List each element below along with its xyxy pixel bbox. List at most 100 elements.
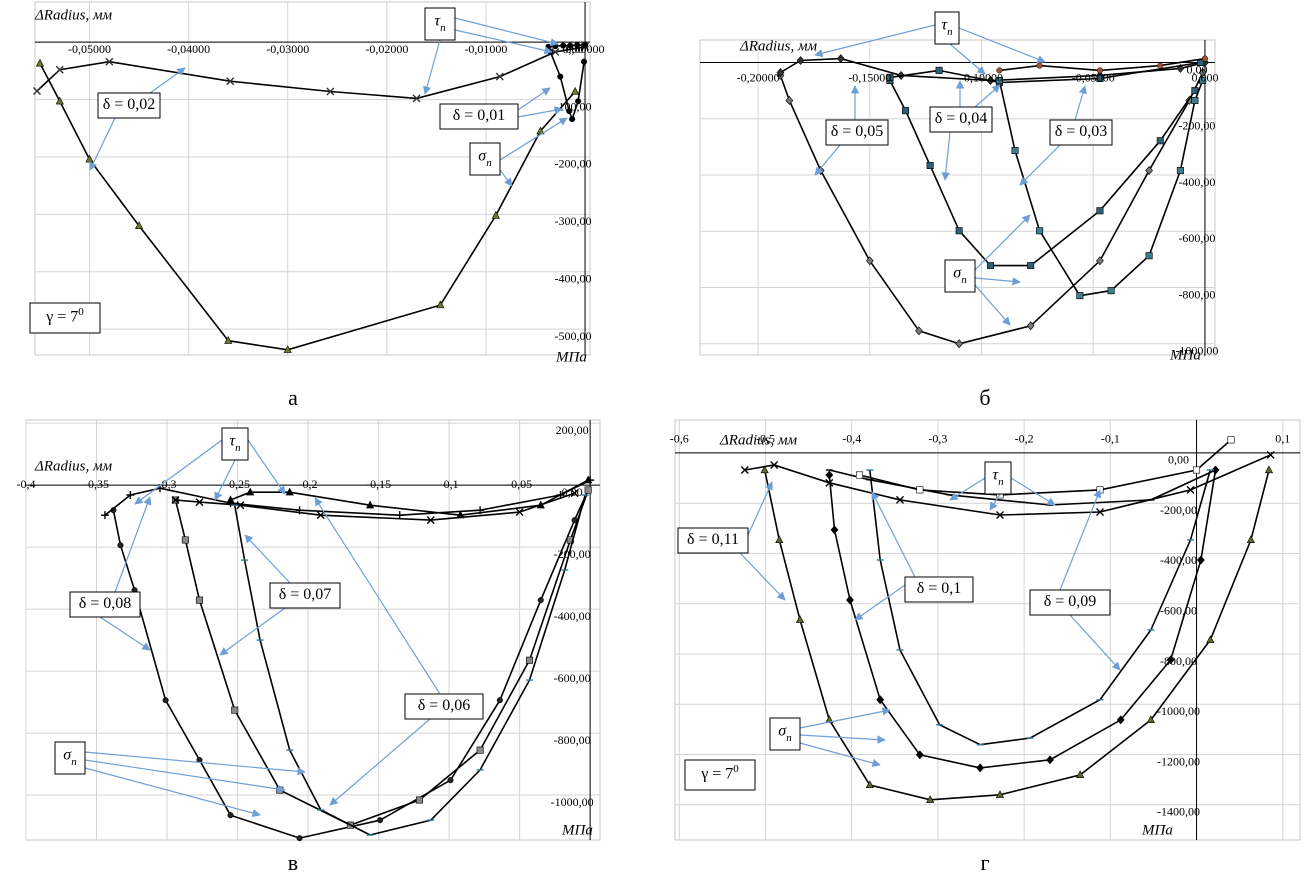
marker (560, 42, 567, 49)
plot-frame (699, 39, 1216, 356)
plot-frame (34, 1, 591, 356)
x-tick-label: -0,15000 (848, 70, 891, 84)
y-tick-label: -200,00 (555, 157, 592, 171)
marker (846, 595, 854, 605)
annotation-box (221, 427, 249, 461)
marker (495, 72, 504, 81)
annotation-arrow (1059, 489, 1102, 591)
y-tick-label: -800,00 (1178, 287, 1215, 301)
annotation-arrow (214, 459, 236, 501)
annotation-text: δ = 0,03 (1055, 123, 1108, 140)
y-tick-label: -800,00 (554, 733, 591, 747)
marker (35, 58, 45, 67)
annotation-box (1049, 119, 1113, 146)
marker (1145, 166, 1153, 175)
marker (1036, 227, 1044, 235)
annotation-arrow (89, 117, 116, 171)
marker (1096, 507, 1104, 516)
marker (785, 96, 794, 105)
marker (246, 487, 255, 496)
annotation-arrow (974, 277, 1021, 286)
annotation-text: γ = 70 (700, 763, 739, 783)
marker (100, 511, 109, 520)
marker (195, 498, 204, 507)
y-tick-label: -400,00 (554, 609, 591, 623)
marker (491, 210, 500, 219)
annotation-arrow (134, 439, 223, 505)
marker (581, 41, 589, 49)
x-tick-label: -0,03000 (266, 42, 309, 56)
y-tick-label: -200,00 (1178, 119, 1215, 133)
annotation-arrow (799, 707, 891, 729)
annotation-box (97, 92, 161, 119)
y-tick-label: -1400,00 (1157, 805, 1200, 819)
annotation-box (984, 461, 1012, 495)
y-tick-label: 0,00 (1186, 62, 1207, 76)
marker (1076, 770, 1085, 779)
x-tick-label: -0,05000 (68, 42, 111, 56)
marker (915, 750, 924, 760)
y-axis-label: МПа (1169, 347, 1201, 363)
marker (1096, 207, 1104, 215)
annotation-subscript: n (947, 26, 953, 38)
annotation-text: τn (992, 467, 1004, 488)
curve (779, 57, 1206, 82)
marker (226, 495, 235, 504)
marker (926, 161, 934, 169)
marker (227, 812, 234, 819)
annotation-box (439, 103, 519, 130)
marker (1227, 436, 1235, 444)
annotation-arrow (814, 24, 936, 58)
annotation-arrow (799, 734, 886, 744)
annotation-subscript: n (440, 22, 446, 34)
marker (896, 495, 904, 504)
x-axis-label: ΔRadius, мм (34, 458, 113, 474)
y-axis-label: МПа (1141, 822, 1173, 838)
panel-caption: г (980, 850, 989, 875)
y-tick-label: -600,00 (1160, 603, 1197, 617)
marker (316, 511, 325, 520)
annotation-box (677, 527, 749, 554)
annotation-text: τn (941, 17, 953, 38)
marker (105, 57, 114, 66)
marker (876, 695, 885, 705)
marker (1145, 252, 1153, 260)
annotation-subscript: n (961, 274, 967, 286)
y-axis-label: МПа (555, 349, 587, 365)
annotation-arrow (958, 27, 1046, 64)
marker (569, 116, 576, 123)
marker (1199, 77, 1207, 84)
marker (976, 763, 985, 773)
annotation-box (904, 576, 974, 603)
y-tick-label: -600,00 (554, 671, 591, 685)
marker (955, 339, 964, 349)
y-tick-label: -200,00 (1160, 503, 1197, 517)
y-tick-label: -200,00 (554, 547, 591, 561)
x-tick-label: -0,05 (507, 477, 532, 491)
curve (859, 439, 1232, 496)
x-tick-label: -0,1 (1101, 432, 1120, 446)
annotation-arrow (499, 117, 568, 161)
annotation-text: τn (229, 433, 241, 454)
annotation-arrow (871, 491, 916, 578)
marker (134, 221, 144, 229)
annotation-superscript: 0 (78, 306, 84, 318)
marker (537, 597, 544, 604)
annotation-arrow (974, 284, 1011, 326)
annotation-text: δ = 0,08 (79, 595, 132, 612)
marker (1176, 167, 1184, 174)
marker (296, 835, 303, 842)
marker (1198, 68, 1207, 78)
marker (571, 86, 580, 95)
marker (567, 42, 574, 49)
marker (566, 108, 573, 115)
marker (415, 796, 423, 804)
y-tick-label: -800,00 (1160, 654, 1197, 668)
marker (525, 656, 533, 664)
y-tick-label: 0,00 (562, 485, 583, 499)
annotation-box (684, 759, 756, 791)
x-tick-label: -0,2 (1015, 432, 1034, 446)
y-tick-label: -400,00 (1178, 175, 1215, 189)
marker (776, 68, 785, 78)
